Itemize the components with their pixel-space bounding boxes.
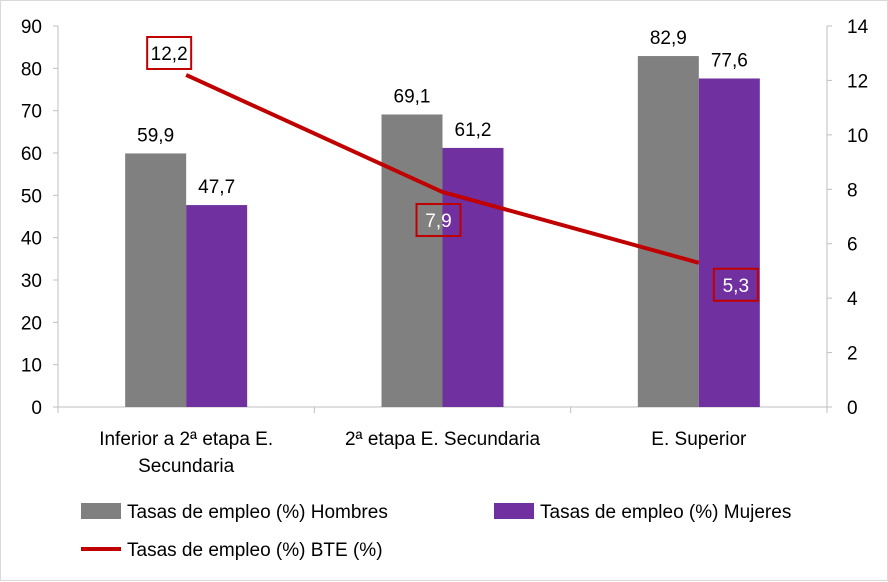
bar-data-label: 59,9 xyxy=(137,125,174,146)
left-tick-label: 40 xyxy=(21,229,42,250)
bar-data-label: 82,9 xyxy=(650,28,687,49)
category-label: 2ª etapa E. Secundaria xyxy=(345,429,540,450)
line-data-label: 12,2 xyxy=(151,44,188,65)
left-tick-label: 20 xyxy=(21,313,42,334)
left-tick-label: 90 xyxy=(21,17,42,38)
right-tick-label: 4 xyxy=(847,289,858,310)
left-tick-label: 80 xyxy=(21,59,42,80)
bar-data-label: 77,6 xyxy=(711,50,748,71)
left-tick-label: 50 xyxy=(21,186,42,207)
bar-data-label: 69,1 xyxy=(394,86,431,107)
bar-mujeres xyxy=(698,78,760,407)
line-data-label-box xyxy=(712,267,759,302)
right-tick-label: 12 xyxy=(847,71,868,92)
left-tick-label: 0 xyxy=(31,398,42,419)
right-tick-label: 10 xyxy=(847,126,868,147)
category-label: E. Superior xyxy=(651,429,747,450)
right-tick-label: 2 xyxy=(847,344,858,365)
left-tick-label: 60 xyxy=(21,144,42,165)
left-tick-label: 70 xyxy=(21,102,42,123)
bar-hombres xyxy=(637,56,699,407)
line-data-label-box xyxy=(415,203,462,238)
bar-data-label: 61,2 xyxy=(455,120,492,141)
bar-hombres xyxy=(125,153,187,407)
right-tick-label: 0 xyxy=(847,398,858,419)
right-tick-label: 14 xyxy=(847,17,869,38)
right-tick-label: 8 xyxy=(847,180,858,201)
line-bte xyxy=(185,73,700,265)
bar-mujeres xyxy=(442,147,504,408)
category-label: Secundaria xyxy=(138,456,235,477)
legend-swatch xyxy=(81,503,121,519)
line-data-label: 7,9 xyxy=(425,211,451,232)
bar-mujeres xyxy=(186,205,248,407)
legend-swatch xyxy=(494,503,534,519)
left-tick-label: 30 xyxy=(21,271,42,292)
line-data-label: 5,3 xyxy=(723,276,749,297)
legend-label: Tasas de empleo (%) Hombres xyxy=(127,502,388,523)
legend-label: Tasas de empleo (%) BTE (%) xyxy=(127,540,383,561)
bar-data-label: 47,7 xyxy=(198,177,235,198)
bar-hombres xyxy=(381,114,443,407)
line-data-label-box xyxy=(146,35,193,70)
right-tick-label: 6 xyxy=(847,235,858,256)
category-label: Inferior a 2ª etapa E. xyxy=(99,429,273,450)
left-tick-label: 10 xyxy=(21,356,42,377)
legend-label: Tasas de empleo (%) Mujeres xyxy=(540,502,791,523)
